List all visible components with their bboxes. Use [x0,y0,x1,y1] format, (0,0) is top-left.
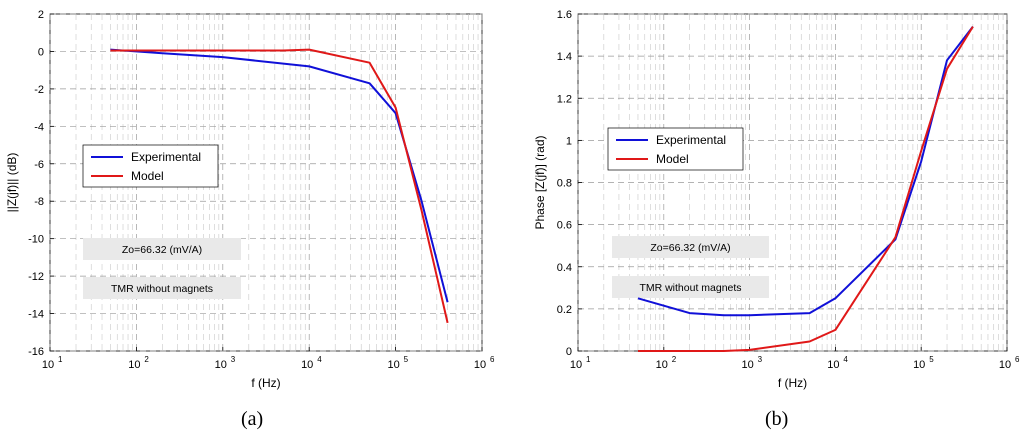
annotation-box [612,236,769,258]
annotation-box [83,238,241,260]
x-axis-label: f (Hz) [251,376,280,390]
x-tick-label: 10 [474,359,486,371]
x-tick-label: 10 [387,359,399,371]
y-tick-label: -10 [28,234,44,246]
annotation-box [83,277,241,299]
x-tick-exponent: 3 [758,355,763,364]
y-axis-label: Phase [Z(jf)] (rad) [533,135,547,229]
y-tick-label: 0.2 [557,304,572,316]
x-tick-label: 10 [913,359,925,371]
legend-label: Experimental [656,133,726,147]
y-tick-label: -16 [28,346,44,358]
x-tick-exponent: 4 [843,355,848,364]
y-tick-label: 1.4 [557,51,572,63]
series-line-model [110,48,449,324]
legend-label: Model [131,169,164,183]
x-tick-exponent: 2 [672,355,677,364]
panel-label-b: (b) [765,408,789,430]
x-tick-exponent: 4 [317,355,322,364]
y-tick-label: 2 [38,9,44,21]
y-tick-label: 0.4 [557,262,572,274]
y-tick-label: 1.2 [557,93,572,105]
x-tick-label: 10 [999,359,1011,371]
legend-box [82,144,219,188]
y-tick-label: -8 [34,196,44,208]
annotation-text: TMR without magnets [639,282,741,294]
x-tick-exponent: 3 [231,355,236,364]
x-tick-label: 10 [570,359,582,371]
y-tick-label: 0 [566,346,572,358]
legend-label: Model [656,152,689,166]
x-tick-label: 10 [128,359,140,371]
x-tick-exponent: 1 [58,355,63,364]
annotation-text: Zo=66.32 (mV/A) [122,244,202,256]
y-tick-label: 1.6 [557,9,572,21]
y-tick-label: -6 [34,159,44,171]
legend-box [607,127,744,171]
x-axis-label: f (Hz) [778,376,807,390]
x-tick-label: 10 [301,359,313,371]
chart-panel-a: 10 1 10 2 10 3 10 4 10 5 10 6 2 0 -2 -4 -6 -8 -10 -12 -14 -16… [5,9,495,390]
panel-label-a: (a) [241,408,264,430]
x-tick-exponent: 6 [490,355,495,364]
x-tick-exponent: 1 [586,355,591,364]
y-tick-label: 1 [566,135,572,147]
y-tick-label: -12 [28,271,44,283]
x-tick-label: 10 [827,359,839,371]
x-tick-exponent: 5 [404,355,409,364]
x-tick-label: 10 [741,359,753,371]
y-tick-label: 0.6 [557,220,572,232]
chart-panel-b: 10 1 10 2 10 3 10 4 10 5 10 6 1.6 1.4 1.2 1 0.8 0.6 0.4 0.2… [533,9,1020,390]
x-tick-label: 10 [215,359,227,371]
x-tick-exponent: 6 [1015,355,1020,364]
series-line-model [638,26,974,352]
annotation-box [612,276,769,298]
annotation-text: TMR without magnets [111,283,213,295]
x-tick-label: 10 [42,359,54,371]
y-tick-label: 0 [38,46,44,58]
annotation-text: Zo=66.32 (mV/A) [650,242,730,254]
y-tick-label: -2 [34,84,44,96]
x-tick-exponent: 5 [929,355,934,364]
x-tick-label: 10 [656,359,668,371]
legend-label: Experimental [131,150,201,164]
y-tick-label: 0.8 [557,178,572,190]
y-tick-label: -4 [34,121,44,133]
x-tick-exponent: 2 [144,355,149,364]
series-line-experimental [110,48,449,303]
y-axis-label: ||Z(jf)|| (dB) [5,153,19,213]
y-tick-label: -14 [28,309,44,321]
